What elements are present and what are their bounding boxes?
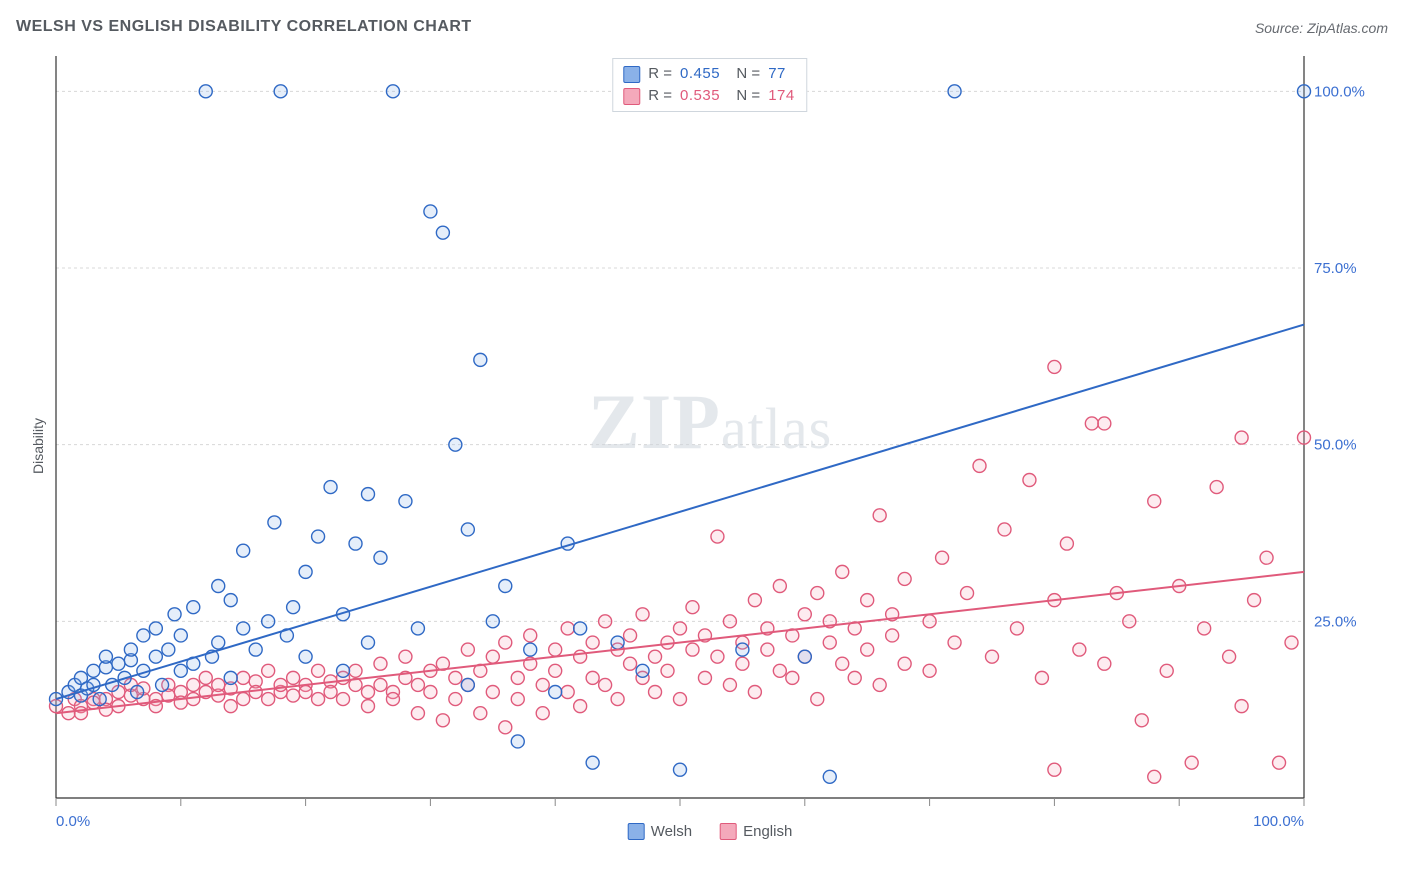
watermark-z: Z bbox=[588, 378, 641, 465]
series-legend: Welsh English bbox=[628, 823, 793, 840]
chart-title: WELSH VS ENGLISH DISABILITY CORRELATION … bbox=[16, 18, 472, 36]
legend-n-value-english: 174 bbox=[768, 85, 795, 107]
legend-r-value-welsh: 0.455 bbox=[680, 63, 720, 85]
legend-n-label: N = bbox=[728, 85, 760, 107]
svg-text:0.0%: 0.0% bbox=[56, 813, 90, 830]
plot-area: 0.0% 100.0% 25.0% 50.0% 75.0% 100.0% ZIPatlas… bbox=[46, 50, 1374, 842]
series-label-welsh: Welsh bbox=[651, 823, 692, 840]
legend-swatch-welsh bbox=[623, 66, 640, 83]
watermark-ip: IP bbox=[641, 378, 721, 465]
series-label-english: English bbox=[743, 823, 792, 840]
legend-r-label: R = bbox=[648, 63, 672, 85]
legend-row-welsh: R = 0.455 N = 77 bbox=[623, 63, 794, 85]
svg-text:100.0%: 100.0% bbox=[1253, 813, 1304, 830]
correlation-legend: R = 0.455 N = 77 R = 0.535 N = 174 bbox=[612, 58, 807, 112]
series-swatch-welsh bbox=[628, 823, 645, 840]
legend-swatch-english bbox=[623, 88, 640, 105]
y-axis-label: Disability bbox=[30, 418, 46, 474]
series-legend-welsh: Welsh bbox=[628, 823, 692, 840]
watermark-atlas: atlas bbox=[721, 396, 832, 461]
legend-row-english: R = 0.535 N = 174 bbox=[623, 85, 794, 107]
svg-text:75.0%: 75.0% bbox=[1314, 260, 1357, 277]
source-label: Source: ZipAtlas.com bbox=[1255, 20, 1388, 36]
chart-container: WELSH VS ENGLISH DISABILITY CORRELATION … bbox=[0, 0, 1406, 892]
series-swatch-english bbox=[720, 823, 737, 840]
svg-text:50.0%: 50.0% bbox=[1314, 437, 1357, 454]
svg-text:25.0%: 25.0% bbox=[1314, 613, 1357, 630]
series-legend-english: English bbox=[720, 823, 792, 840]
svg-text:100.0%: 100.0% bbox=[1314, 83, 1365, 100]
legend-r-label: R = bbox=[648, 85, 672, 107]
watermark: ZIPatlas bbox=[588, 377, 832, 467]
legend-n-value-welsh: 77 bbox=[768, 63, 786, 85]
legend-n-label: N = bbox=[728, 63, 760, 85]
legend-r-value-english: 0.535 bbox=[680, 85, 720, 107]
